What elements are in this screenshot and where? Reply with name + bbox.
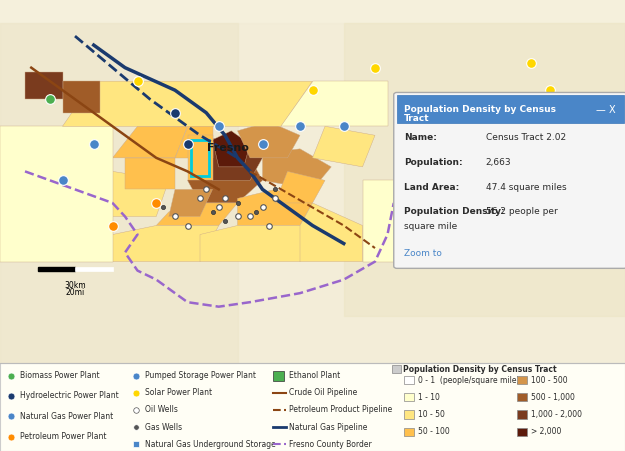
Text: 20mi: 20mi — [66, 288, 84, 297]
Text: 1,000 - 2,000: 1,000 - 2,000 — [531, 410, 582, 419]
Bar — [38, 267, 75, 271]
Text: 47.4 square miles: 47.4 square miles — [486, 183, 566, 192]
Text: Petroleum Product Pipeline: Petroleum Product Pipeline — [289, 405, 392, 414]
Bar — [404, 410, 414, 419]
Text: Hydroelectric Power Plant: Hydroelectric Power Plant — [20, 391, 119, 400]
Bar — [517, 428, 527, 436]
Polygon shape — [175, 126, 213, 158]
Polygon shape — [275, 171, 325, 203]
Polygon shape — [62, 81, 312, 126]
Text: Population:: Population: — [404, 158, 463, 167]
Polygon shape — [112, 226, 219, 262]
Text: Zoom to: Zoom to — [404, 249, 442, 258]
Text: Biomass Power Plant: Biomass Power Plant — [20, 371, 99, 380]
Text: Petroleum Power Plant: Petroleum Power Plant — [20, 432, 106, 441]
Text: 1 - 10: 1 - 10 — [418, 393, 440, 402]
Bar — [273, 371, 284, 381]
Polygon shape — [94, 171, 169, 216]
Polygon shape — [213, 131, 250, 167]
Text: 10 - 50: 10 - 50 — [418, 410, 445, 419]
Text: > 2,000: > 2,000 — [531, 427, 561, 436]
Text: Oil Wells: Oil Wells — [145, 405, 178, 414]
Polygon shape — [156, 203, 238, 226]
Bar — [344, 23, 625, 316]
Text: Natural Gas Pipeline: Natural Gas Pipeline — [289, 423, 368, 432]
Polygon shape — [200, 226, 312, 262]
Polygon shape — [112, 126, 188, 158]
Text: 100 - 500: 100 - 500 — [531, 376, 568, 385]
Text: Name:: Name: — [404, 133, 437, 142]
Polygon shape — [362, 180, 425, 262]
Text: 500 - 1,000: 500 - 1,000 — [531, 393, 574, 402]
Text: Fresno County Border: Fresno County Border — [289, 440, 372, 449]
Text: X: X — [609, 105, 616, 115]
Polygon shape — [312, 126, 375, 167]
Bar — [397, 95, 624, 123]
Text: Fresno: Fresno — [208, 143, 249, 153]
Polygon shape — [191, 140, 209, 176]
Text: Population Density:: Population Density: — [404, 207, 505, 216]
Text: 2,663: 2,663 — [486, 158, 511, 167]
Bar — [517, 410, 527, 419]
Text: Natural Gas Power Plant: Natural Gas Power Plant — [20, 412, 113, 421]
Text: Natural Gas Underground Storage: Natural Gas Underground Storage — [145, 440, 276, 449]
Polygon shape — [25, 72, 62, 99]
Bar — [392, 365, 401, 373]
Text: Crude Oil Pipeline: Crude Oil Pipeline — [289, 388, 357, 397]
Text: Pumped Storage Power Plant: Pumped Storage Power Plant — [145, 371, 256, 380]
Polygon shape — [125, 158, 175, 189]
Text: Tract: Tract — [404, 114, 430, 123]
Bar — [517, 393, 527, 401]
Text: 50 - 100: 50 - 100 — [418, 427, 450, 436]
Polygon shape — [194, 135, 262, 180]
Polygon shape — [62, 81, 100, 113]
Bar — [404, 393, 414, 401]
Text: Population Density by Census Tract: Population Density by Census Tract — [403, 365, 557, 374]
Text: 56.2 people per: 56.2 people per — [486, 207, 558, 216]
Polygon shape — [0, 126, 112, 262]
Text: 30km: 30km — [64, 281, 86, 290]
Text: 0 - 1  (people/square mile): 0 - 1 (people/square mile) — [418, 376, 519, 385]
Polygon shape — [281, 81, 388, 126]
Text: Population Density by Census: Population Density by Census — [404, 105, 556, 114]
Bar — [517, 376, 527, 384]
Polygon shape — [188, 158, 262, 203]
Text: Land Area:: Land Area: — [404, 183, 459, 192]
Polygon shape — [238, 189, 312, 226]
Bar — [0, 363, 625, 451]
Text: Census Tract 2.02: Census Tract 2.02 — [486, 133, 566, 142]
FancyBboxPatch shape — [394, 92, 625, 268]
Text: Solar Power Plant: Solar Power Plant — [145, 388, 212, 397]
Polygon shape — [262, 149, 331, 189]
Text: —: — — [595, 105, 605, 115]
Text: square mile: square mile — [404, 222, 458, 231]
Bar — [0, 23, 238, 415]
Bar — [0, 23, 625, 415]
Polygon shape — [238, 122, 300, 158]
Text: Gas Wells: Gas Wells — [145, 423, 182, 432]
Polygon shape — [169, 189, 212, 216]
Text: Ethanol Plant: Ethanol Plant — [289, 371, 341, 380]
Polygon shape — [300, 203, 362, 262]
Bar — [404, 376, 414, 384]
Bar — [404, 428, 414, 436]
Bar — [75, 267, 112, 271]
Polygon shape — [188, 135, 213, 180]
